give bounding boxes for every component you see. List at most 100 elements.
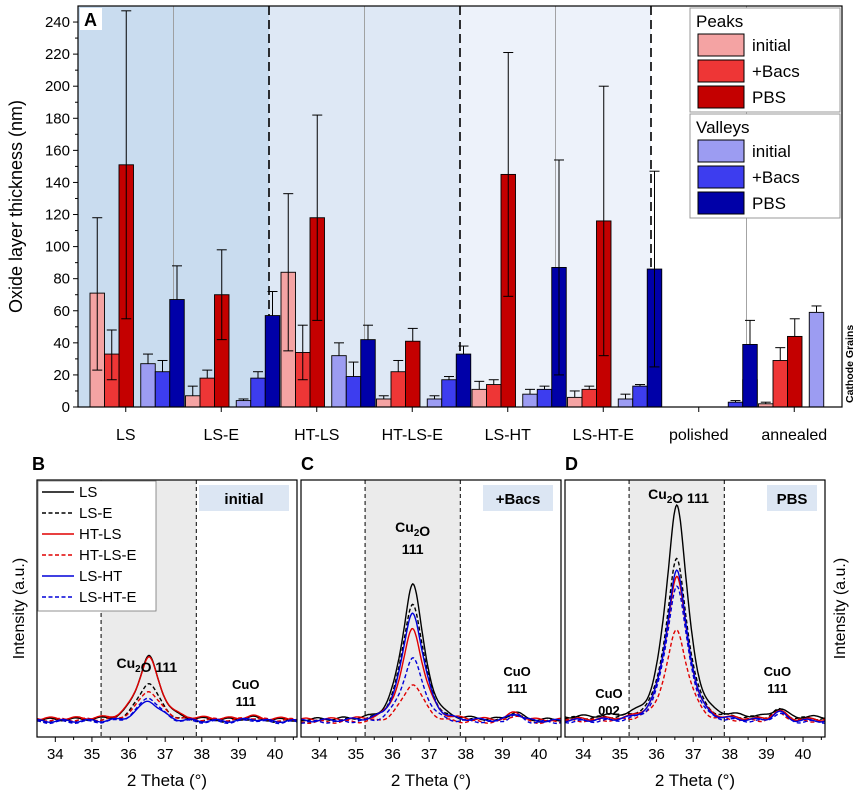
panel-label-d: D	[565, 454, 578, 474]
bar-ls-e-valleys-initial	[235, 400, 252, 408]
bar-ht-ls-valleys-pbs	[360, 339, 376, 408]
y-axis-label: Intensity (a.u.)	[11, 558, 28, 659]
x-tick-label: 37	[157, 746, 174, 763]
bar-ls-ht-valleys-bacs	[536, 388, 553, 408]
panel-label-a: A	[84, 10, 97, 30]
y-tick-label: 180	[45, 110, 70, 127]
legend-label: LS-HT-E	[79, 589, 137, 606]
y-tick-label: 100	[45, 239, 70, 256]
bar-ls-ht-peaks-bacs	[486, 384, 502, 408]
x-tick-label: 38	[457, 746, 474, 763]
panel-a-axes-frame	[77, 5, 843, 408]
x-tick-label: 40	[795, 746, 812, 763]
peak-annotation-cu2o-111: 111	[402, 541, 424, 557]
curve-ls	[300, 583, 561, 722]
legend-swatch	[697, 59, 745, 83]
bar-ht-ls-e-peaks-pbs	[405, 340, 421, 408]
y-tick-label: 240	[45, 14, 70, 31]
curve-ls-ht	[564, 569, 826, 723]
bar-ls-valleys-bacs	[154, 371, 171, 408]
x-tick-label: 36	[120, 746, 137, 763]
peak-annotation-cuo-111: CuO	[764, 664, 791, 679]
cathode-grains-annotation: Cathode Grains	[844, 325, 856, 403]
condition-tag: +Bacs	[496, 491, 541, 508]
bar-ht-ls-e-valleys-bacs	[441, 379, 457, 408]
legend-swatch	[697, 139, 745, 163]
panel-label-bg	[80, 8, 102, 30]
x-tick-label: 38	[193, 746, 210, 763]
x-tick-label: 35	[84, 746, 101, 763]
peak-annotation-cu2o-111: Cu2O	[395, 519, 430, 539]
bar-ls-e-peaks-initial	[185, 395, 201, 408]
condition-tag: PBS	[777, 491, 808, 508]
bar-ls-ht-e-valleys-bacs	[632, 385, 648, 408]
curve-ht-ls-e	[36, 690, 298, 722]
y-tick-label: 40	[53, 335, 70, 352]
curve-ls-e	[564, 557, 826, 721]
peak-annotation-cuo: 111	[507, 681, 527, 696]
condition-tag-box	[199, 485, 289, 511]
panel-label-b: B	[32, 454, 45, 474]
y-tick-label: 160	[45, 142, 70, 159]
x-tick-label: 34	[575, 746, 592, 763]
x-axis-label: 2 Theta (°)	[127, 771, 207, 790]
y-tick-label: 80	[53, 271, 70, 288]
legend-label: initial	[752, 36, 791, 55]
curve-ls-ht-e	[300, 657, 562, 725]
legend-label: HT-LS	[79, 526, 122, 543]
x-category-label: HT-LS	[294, 427, 339, 444]
legend-label: LS-HT	[79, 568, 122, 585]
legend-label: LS	[79, 484, 97, 501]
bar-ht-ls-e-peaks-bacs	[390, 371, 406, 408]
legend-label: +Bacs	[752, 62, 800, 81]
y-tick-label: 140	[45, 174, 70, 191]
panel-a-legend: PeaksValleysinitial+BacsPBSinitial+BacsP…	[689, 7, 841, 219]
bar-ht-ls-e-peaks-initial	[376, 398, 392, 408]
legend-swatch	[697, 191, 745, 215]
x-tick-label: 35	[348, 746, 365, 763]
panel-a-bar-chart: Cathode Grains 0 20 40 60 80 100 120 140 160 180 20…	[6, 5, 856, 444]
x-tick-label: 36	[384, 746, 401, 763]
peak-annotation-cu2o-111: Cu2O 111	[648, 486, 709, 506]
x-tick-label: 34	[47, 746, 64, 763]
x-tick-label: 39	[494, 746, 511, 763]
bar-ls-valleys-initial	[140, 363, 156, 408]
legend-swatch	[697, 165, 745, 189]
axes-frame	[36, 479, 298, 738]
bar-ls-ht-e-peaks-initial	[567, 396, 583, 408]
panel-b-legend: LS LS-E HT-LS HT-LS-E LS-HT LS-HT-E	[37, 480, 157, 612]
legend-swatch	[697, 85, 745, 109]
peak-annotation-cuo-111: 111	[767, 681, 787, 696]
curve-ht-ls	[36, 656, 298, 721]
bar-annealed-valleys-initial	[808, 311, 825, 408]
x-tick-label: 36	[648, 746, 665, 763]
peak-annotation-cuo-002: 002	[598, 703, 620, 718]
x-tick-label: 38	[721, 746, 738, 763]
bar-ls-ht-e-valleys-initial	[617, 398, 634, 408]
bar-ht-ls-valleys-bacs	[345, 376, 362, 408]
bar-ht-ls-e-valleys-initial	[426, 398, 443, 408]
y-tick-label: 0	[62, 399, 70, 416]
x-tick-label: 37	[685, 746, 702, 763]
y-axis-label: Oxide layer thickness (nm)	[6, 100, 26, 313]
legend-box	[37, 480, 157, 612]
x-axis-label: 2 Theta (°)	[391, 771, 471, 790]
bar-ht-ls-e-valleys-pbs	[455, 353, 472, 408]
bar-ls-ht-e-peaks-bacs	[581, 388, 597, 408]
bar-ls-ht-peaks-initial	[471, 388, 487, 408]
bar-polished-valleys-pbs	[742, 343, 758, 408]
y-tick-label: 220	[45, 46, 70, 63]
bar-annealed-peaks-pbs	[787, 335, 803, 408]
condition-tag-box	[767, 485, 817, 511]
bar-ls-ht-valleys-initial	[522, 393, 538, 408]
x-tick-label: 34	[311, 746, 328, 763]
x-category-label: LS	[116, 427, 136, 444]
curve-ls-ht	[300, 612, 562, 723]
panel-c-xrd-chart: 34 35 36 37 38 39 40 2 Theta (°) C +Bacs Cu2O 111 Cu…	[300, 454, 562, 790]
x-tick-label: 39	[230, 746, 247, 763]
legend-label: PBS	[752, 88, 786, 107]
legend-group-title: Valleys	[696, 118, 750, 137]
cu2o-shaded-range	[629, 480, 725, 737]
